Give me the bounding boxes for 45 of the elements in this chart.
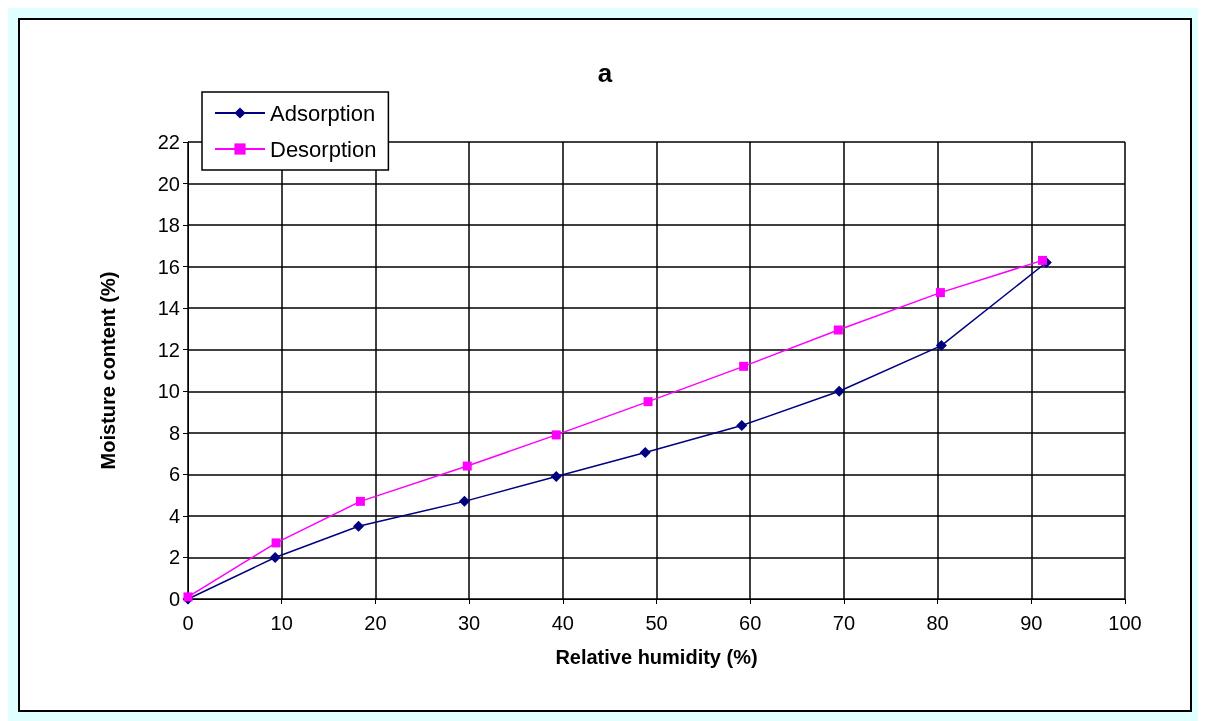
x-tick-label: 90	[1020, 612, 1043, 634]
y-tick-label: 0	[168, 588, 180, 610]
x-tick-label: 10	[270, 612, 293, 634]
x-tick-label: 0	[182, 612, 194, 634]
point	[355, 496, 365, 506]
point	[739, 361, 749, 371]
legend-label: Desorption	[270, 136, 377, 162]
point	[458, 495, 470, 507]
point	[935, 340, 947, 352]
y-tick-label: 8	[168, 421, 180, 444]
x-tick-label: 20	[364, 612, 387, 634]
point	[643, 397, 653, 407]
point	[833, 385, 845, 397]
legend-label: Adsorption	[270, 100, 376, 126]
x-tick-label: 40	[551, 612, 574, 634]
point	[550, 470, 562, 482]
y-tick-label: 16	[157, 255, 180, 278]
point	[269, 551, 281, 563]
chart-title: a	[597, 58, 613, 88]
x-tick-label: 50	[645, 612, 668, 634]
y-tick-label: 4	[168, 504, 180, 527]
point	[639, 447, 651, 459]
point	[935, 288, 945, 298]
y-axis-title: Moisture content (%)	[97, 271, 119, 470]
point	[462, 461, 472, 471]
point	[551, 430, 561, 440]
y-tick-label: 22	[157, 131, 180, 153]
y-tick-label: 18	[157, 214, 180, 237]
x-tick-label: 60	[739, 612, 762, 634]
y-tick-label: 20	[157, 172, 180, 195]
point	[833, 325, 843, 335]
y-tick-label: 2	[168, 546, 180, 569]
y-tick-label: 6	[168, 463, 180, 486]
y-tick-label: 12	[157, 338, 180, 361]
point	[736, 420, 748, 432]
x-tick-label: 80	[926, 612, 949, 634]
x-tick-label: 100	[1108, 612, 1142, 634]
x-tick-label: 30	[457, 612, 481, 634]
x-tick-label: 70	[832, 612, 856, 634]
y-tick-label: 14	[157, 297, 180, 320]
point	[271, 538, 281, 548]
point	[353, 520, 365, 532]
x-axis-title: Relative humidity (%)	[555, 646, 758, 668]
point	[1038, 255, 1048, 265]
y-tick-label: 10	[157, 380, 180, 403]
